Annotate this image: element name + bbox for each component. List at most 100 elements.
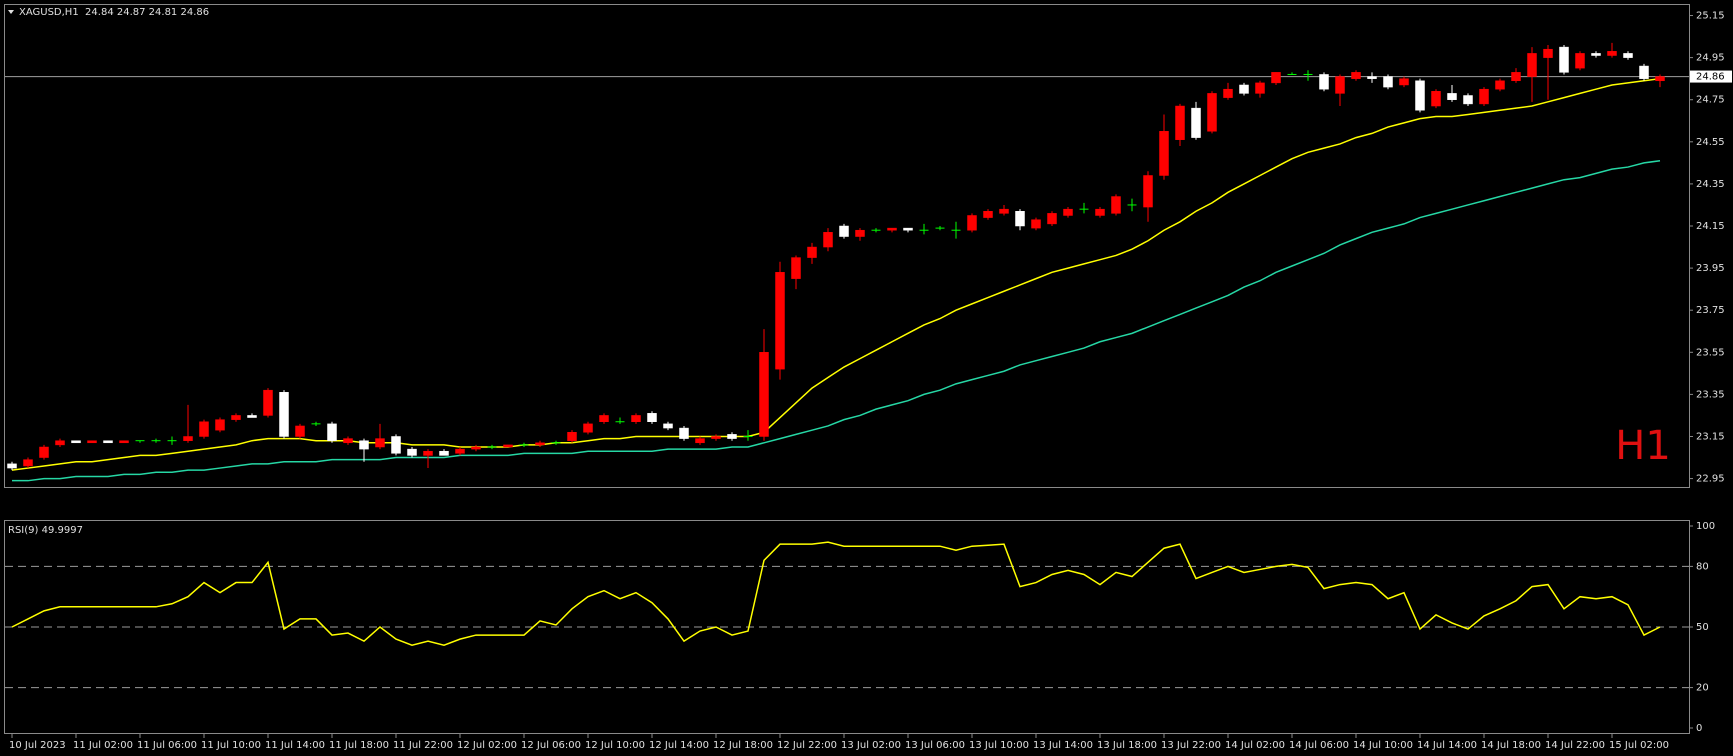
rsi-title: RSI(9) 49.9997	[8, 525, 83, 536]
y-tick-label: 24.95	[1696, 53, 1725, 64]
moving-average-line	[12, 160, 1661, 482]
candle-body	[1031, 219, 1041, 229]
candle-body	[1655, 76, 1665, 82]
y-tick-label: 20	[1696, 683, 1709, 694]
x-tick-label: 13 Jul 18:00	[1097, 740, 1157, 751]
candle-body	[567, 432, 577, 441]
y-tick-label: 24.35	[1696, 179, 1725, 190]
candle-body	[71, 440, 81, 444]
last-price-label: 24.86	[1696, 72, 1725, 83]
candle-body	[455, 448, 465, 454]
y-tick-label: 0	[1696, 723, 1702, 734]
candle-body	[583, 423, 593, 433]
candle-body	[1143, 175, 1153, 208]
x-tick-label: 13 Jul 06:00	[905, 740, 965, 751]
candle-body	[647, 413, 657, 423]
candle-body	[503, 444, 513, 448]
candle-body	[1431, 91, 1441, 107]
candle-body	[1591, 53, 1601, 56]
candle-body	[471, 446, 481, 450]
x-tick-label: 15 Jul 02:00	[1609, 740, 1669, 751]
candle-body	[855, 229, 865, 237]
candle-body	[1607, 51, 1617, 56]
main-panel-border	[4, 4, 1690, 488]
chart-title: XAGUSD,H1 24.84 24.87 24.81 24.86	[19, 7, 209, 18]
moving-average-line	[11, 77, 1661, 471]
candle-body	[599, 415, 609, 423]
candle-body	[1175, 105, 1185, 140]
candle-body	[1495, 80, 1505, 90]
y-tick-label: 23.75	[1696, 305, 1725, 316]
x-tick-label: 12 Jul 22:00	[777, 740, 837, 751]
candle-body	[1527, 53, 1537, 77]
candle-body	[967, 215, 977, 231]
last-price-tag	[1690, 70, 1732, 83]
candle-body	[839, 225, 849, 237]
x-tick-label: 12 Jul 14:00	[649, 740, 709, 751]
x-tick-label: 14 Jul 06:00	[1289, 740, 1349, 751]
x-tick-label: 10 Jul 2023	[9, 740, 66, 751]
title-arrow	[8, 10, 14, 14]
x-tick-label: 14 Jul 02:00	[1225, 740, 1285, 751]
candle-body	[1239, 84, 1249, 94]
y-tick-label: 23.35	[1696, 389, 1725, 400]
candle-body	[1063, 208, 1073, 216]
candle-body	[1015, 211, 1025, 227]
candle-body	[1047, 213, 1057, 225]
candle-body	[1399, 78, 1409, 86]
candle-body	[103, 440, 113, 444]
candle-body	[247, 415, 257, 418]
candle-body	[1207, 93, 1217, 132]
candle-body	[7, 463, 17, 469]
candle-body	[1479, 88, 1489, 105]
candle-body	[423, 450, 433, 456]
candle-body	[1463, 95, 1473, 105]
candle-body	[983, 211, 993, 218]
candle-body	[295, 425, 305, 437]
x-tick-label: 11 Jul 02:00	[73, 740, 133, 751]
x-tick-label: 13 Jul 14:00	[1033, 740, 1093, 751]
candle-body	[727, 434, 737, 439]
x-tick-label: 11 Jul 06:00	[137, 740, 197, 751]
candle-body	[263, 389, 273, 416]
y-tick-label: 24.15	[1696, 221, 1725, 232]
candle-body	[663, 423, 673, 429]
candle-body	[1415, 80, 1425, 111]
candle-body	[215, 419, 225, 431]
candle-body	[407, 448, 417, 456]
candle-body	[1335, 76, 1345, 94]
candle-body	[887, 227, 897, 231]
candle-body	[1623, 53, 1633, 58]
x-tick-label: 11 Jul 14:00	[265, 740, 325, 751]
x-tick-label: 11 Jul 10:00	[201, 740, 261, 751]
candle-body	[23, 459, 33, 467]
candle-body	[1575, 53, 1585, 69]
candle-body	[183, 436, 193, 441]
x-tick-label: 11 Jul 22:00	[393, 740, 453, 751]
x-tick-label: 12 Jul 18:00	[713, 740, 773, 751]
candle-body	[1095, 208, 1105, 216]
candle-body	[695, 438, 705, 444]
candle-body	[791, 257, 801, 279]
candle-body	[55, 440, 65, 446]
candle-body	[679, 427, 689, 439]
x-tick-label: 12 Jul 10:00	[585, 740, 645, 751]
candle-body	[903, 227, 913, 231]
candle-body	[535, 442, 545, 446]
x-tick-label: 14 Jul 14:00	[1417, 740, 1477, 751]
candle-body	[631, 415, 641, 423]
candle-body	[1511, 72, 1521, 82]
y-tick-label: 80	[1696, 561, 1709, 572]
x-tick-label: 13 Jul 22:00	[1161, 740, 1221, 751]
candle-body	[1255, 82, 1265, 94]
x-tick-label: 12 Jul 06:00	[521, 740, 581, 751]
candle-body	[1191, 107, 1201, 138]
x-tick-label: 14 Jul 22:00	[1545, 740, 1605, 751]
candle-body	[343, 438, 353, 444]
candle-body	[775, 272, 785, 370]
y-tick-label: 23.55	[1696, 347, 1725, 358]
candle-body	[711, 436, 721, 439]
x-tick-label: 12 Jul 02:00	[457, 740, 517, 751]
